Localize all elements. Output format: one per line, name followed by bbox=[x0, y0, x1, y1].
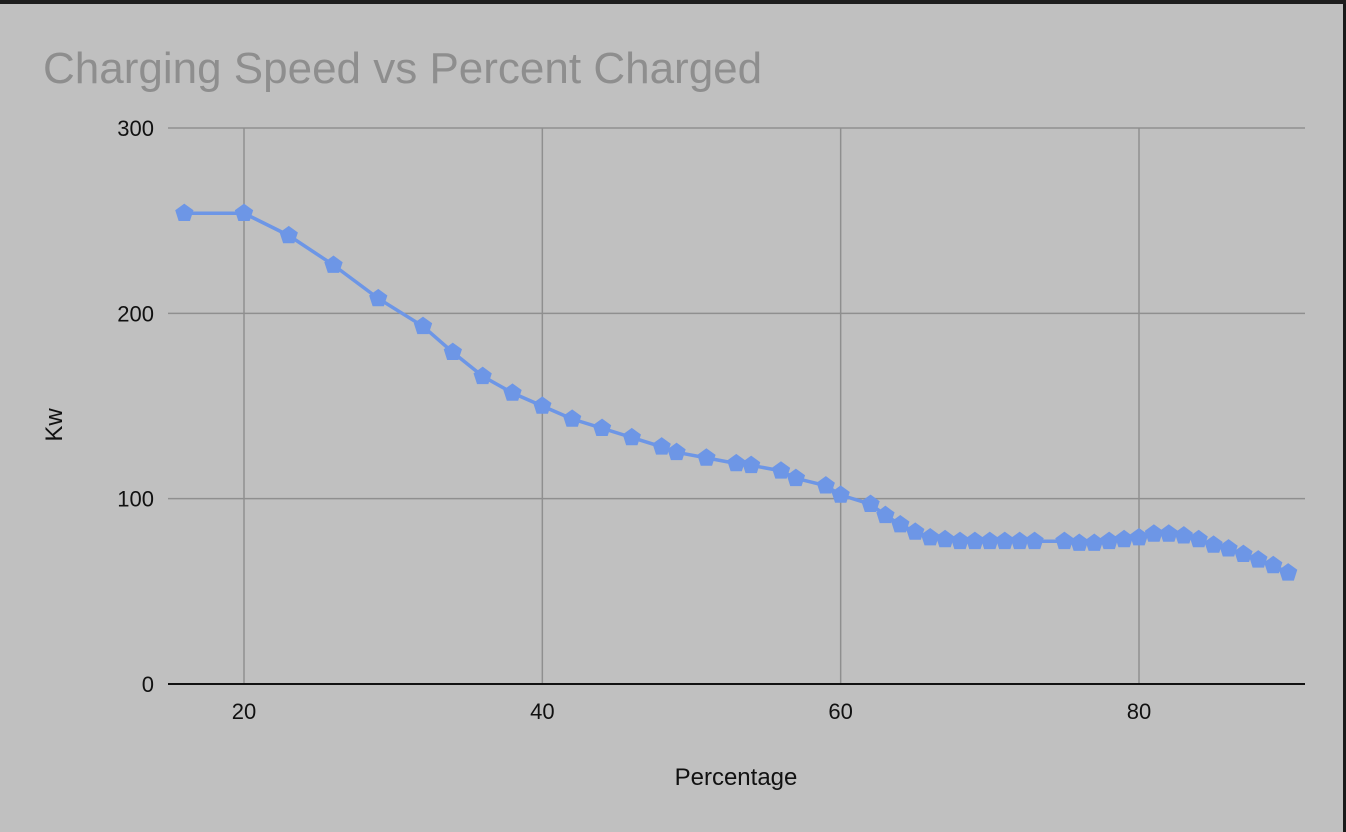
x-tick-label-40: 40 bbox=[530, 699, 554, 724]
data-point-6 bbox=[443, 342, 462, 360]
data-point-38 bbox=[1114, 529, 1134, 548]
data-point-29 bbox=[965, 531, 985, 550]
data-point-40 bbox=[1144, 524, 1164, 542]
data-point-49 bbox=[1279, 563, 1298, 581]
data-point-45 bbox=[1219, 539, 1238, 557]
data-point-0 bbox=[175, 203, 194, 221]
data-point-21 bbox=[831, 485, 850, 503]
data-point-36 bbox=[1085, 533, 1104, 551]
data-point-27 bbox=[935, 529, 955, 548]
data-point-46 bbox=[1234, 544, 1253, 562]
data-point-13 bbox=[652, 437, 671, 455]
data-point-20 bbox=[816, 476, 835, 494]
data-point-44 bbox=[1204, 535, 1223, 553]
series-layer bbox=[175, 203, 1298, 581]
tick-labels: 0 100 200 300 20 40 60 80 bbox=[117, 116, 1151, 724]
data-point-43 bbox=[1189, 529, 1208, 548]
data-point-19 bbox=[786, 468, 806, 487]
data-point-7 bbox=[473, 366, 492, 385]
data-point-12 bbox=[622, 427, 641, 446]
data-point-5 bbox=[413, 316, 433, 335]
data-point-8 bbox=[503, 383, 522, 401]
chart-frame: Charging Speed vs Percent Charged bbox=[0, 4, 1346, 832]
data-point-34 bbox=[1055, 531, 1074, 550]
data-point-47 bbox=[1249, 550, 1268, 568]
y-tick-label-100: 100 bbox=[117, 487, 154, 512]
data-point-23 bbox=[876, 505, 895, 524]
data-point-35 bbox=[1070, 533, 1089, 551]
y-tick-label-0: 0 bbox=[142, 672, 154, 697]
data-point-37 bbox=[1100, 531, 1119, 550]
data-point-26 bbox=[921, 527, 940, 546]
y-tick-label-300: 300 bbox=[117, 116, 154, 141]
data-point-24 bbox=[891, 514, 910, 533]
data-point-11 bbox=[592, 418, 612, 436]
x-tick-label-80: 80 bbox=[1127, 699, 1151, 724]
data-point-14 bbox=[667, 442, 686, 461]
y-axis-title: Kw bbox=[41, 408, 68, 442]
x-tick-label-60: 60 bbox=[828, 699, 852, 724]
data-point-4 bbox=[369, 288, 388, 307]
data-point-25 bbox=[906, 522, 925, 540]
data-point-17 bbox=[742, 455, 761, 474]
data-point-16 bbox=[727, 453, 746, 472]
data-point-32 bbox=[1010, 531, 1029, 550]
series-line-0 bbox=[184, 211, 1289, 575]
y-tick-label-200: 200 bbox=[117, 301, 154, 326]
data-point-48 bbox=[1264, 555, 1283, 574]
data-point-2 bbox=[279, 225, 298, 244]
data-point-10 bbox=[563, 409, 582, 427]
data-point-3 bbox=[324, 255, 343, 273]
data-point-42 bbox=[1174, 526, 1193, 544]
data-point-31 bbox=[995, 531, 1014, 550]
grid-lines bbox=[168, 127, 1305, 684]
x-tick-label-20: 20 bbox=[232, 699, 256, 724]
data-point-28 bbox=[950, 531, 970, 550]
data-point-15 bbox=[697, 448, 716, 466]
chart-title: Charging Speed vs Percent Charged bbox=[43, 44, 763, 93]
data-point-30 bbox=[980, 531, 999, 550]
x-axis-title: Percentage bbox=[675, 764, 798, 791]
data-point-1 bbox=[234, 203, 254, 221]
data-point-18 bbox=[771, 461, 791, 479]
data-point-41 bbox=[1159, 524, 1178, 542]
data-point-22 bbox=[861, 494, 880, 512]
data-point-33 bbox=[1025, 531, 1044, 550]
data-point-9 bbox=[533, 396, 552, 414]
